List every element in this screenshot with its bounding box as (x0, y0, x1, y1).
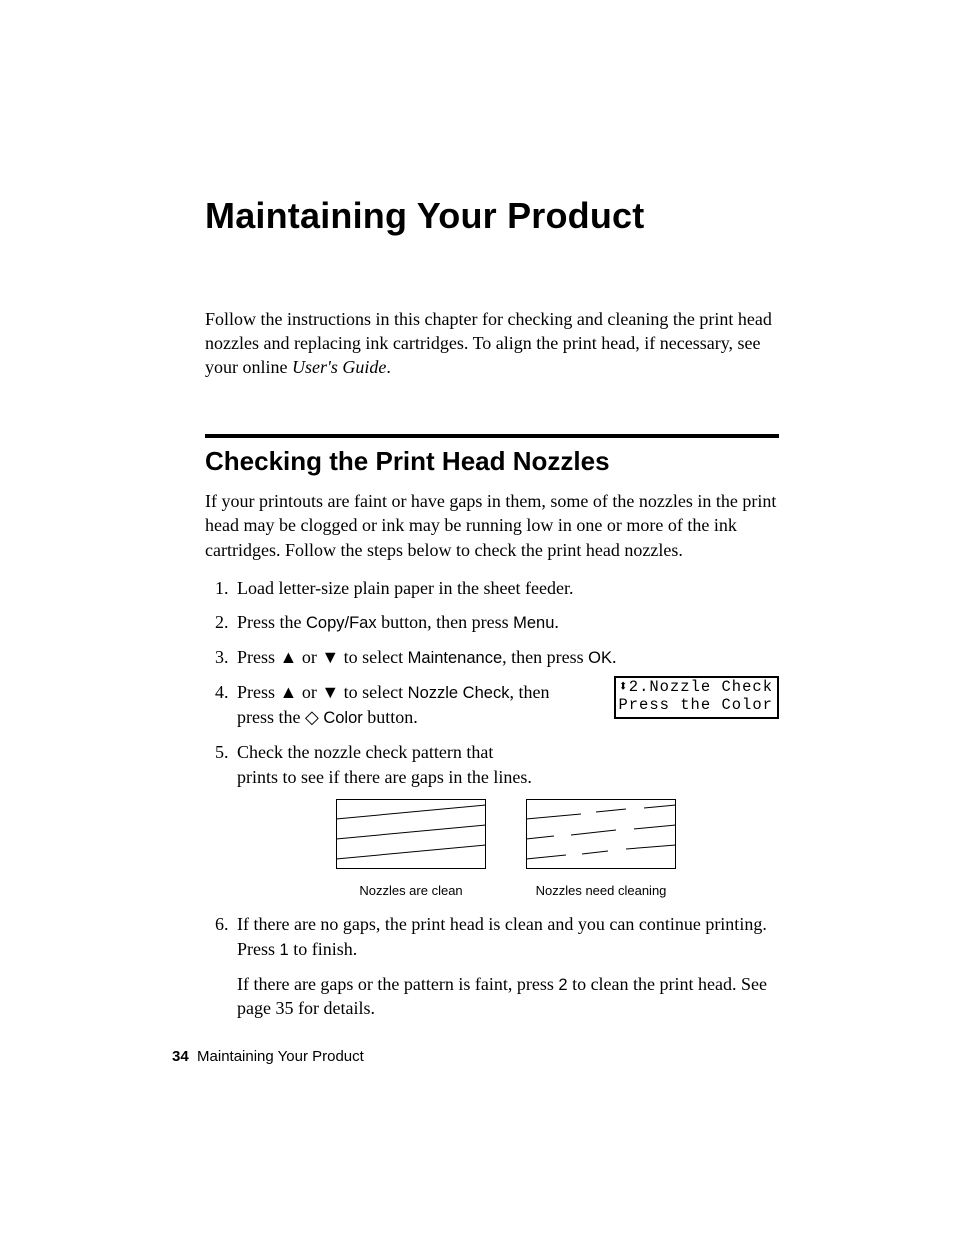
step-6: If there are no gaps, the print head is … (233, 912, 779, 1020)
intro-pre: Follow the instructions in this chapter … (205, 309, 772, 377)
step-3: Press ▲ or ▼ to select Maintenance, then… (233, 645, 779, 670)
step-3-e: , then press (502, 647, 588, 667)
step-4-nozzle: Nozzle Check (408, 684, 510, 702)
step-6-p2a: If there are gaps or the pattern is fain… (237, 974, 558, 994)
section-lead: If your printouts are faint or have gaps… (205, 489, 779, 561)
footer-label: Maintaining Your Product (197, 1048, 364, 1065)
step-3-a: Press (237, 647, 280, 667)
section-rule (205, 434, 779, 438)
nozzle-dirty-diagram (526, 799, 676, 869)
step-6-c: to finish. (289, 939, 358, 959)
page-number: 34 (172, 1048, 189, 1065)
diamond-icon: ◇ (305, 707, 319, 727)
step-6-key1: 1 (280, 941, 289, 959)
intro-post: . (386, 357, 391, 377)
step-6-key2: 2 (558, 976, 567, 994)
caption-dirty: Nozzles need cleaning (526, 882, 676, 900)
down-arrow-icon: ▼ (321, 647, 339, 667)
page-footer: 34 Maintaining Your Product (172, 1048, 364, 1065)
lcd-display: ⬍2.Nozzle Check Press the Color (614, 676, 779, 719)
step-6-p2: If there are gaps or the pattern is fain… (237, 972, 779, 1020)
page-title: Maintaining Your Product (205, 195, 779, 237)
step-2-e: . (554, 612, 559, 632)
step-4-a: Press (237, 682, 280, 702)
step-3-b: or (297, 647, 321, 667)
intro-italic: User's Guide (292, 357, 386, 377)
lcd-line-2: Press the Color (618, 696, 773, 714)
step-2-menu: Menu (513, 614, 554, 632)
step-4-h: button. (363, 707, 418, 727)
up-arrow-icon: ▲ (280, 682, 298, 702)
step-4-color: Color (323, 709, 362, 727)
section-heading: Checking the Print Head Nozzles (205, 446, 779, 477)
step-2: Press the Copy/Fax button, then press Me… (233, 610, 779, 635)
nozzle-clean-diagram (336, 799, 486, 869)
lcd-line-1: ⬍2.Nozzle Check (618, 678, 773, 696)
step-4-b: or (297, 682, 321, 702)
step-2-c: button, then press (377, 612, 514, 632)
step-4: Press ▲ or ▼ to select Nozzle Check, the… (233, 680, 779, 730)
step-3-g: . (612, 647, 617, 667)
down-arrow-icon: ▼ (321, 682, 339, 702)
step-3-c: to select (339, 647, 407, 667)
up-arrow-icon: ▲ (280, 647, 298, 667)
step-3-maintenance: Maintenance (408, 649, 502, 667)
intro-paragraph: Follow the instructions in this chapter … (205, 307, 779, 379)
steps-list: Load letter-size plain paper in the shee… (205, 576, 779, 1020)
step-3-ok: OK (588, 649, 612, 667)
step-4-c: to select (339, 682, 407, 702)
caption-clean: Nozzles are clean (336, 882, 486, 900)
nozzle-diagrams: Nozzles are clean Nozzles need cleaning (233, 799, 779, 900)
step-2-a: Press the (237, 612, 306, 632)
step-5: Check the nozzle check pattern that prin… (233, 740, 537, 790)
step-2-copyfax: Copy/Fax (306, 614, 377, 632)
step-1: Load letter-size plain paper in the shee… (233, 576, 779, 601)
step-4-text: Press ▲ or ▼ to select Nozzle Check, the… (237, 680, 584, 730)
